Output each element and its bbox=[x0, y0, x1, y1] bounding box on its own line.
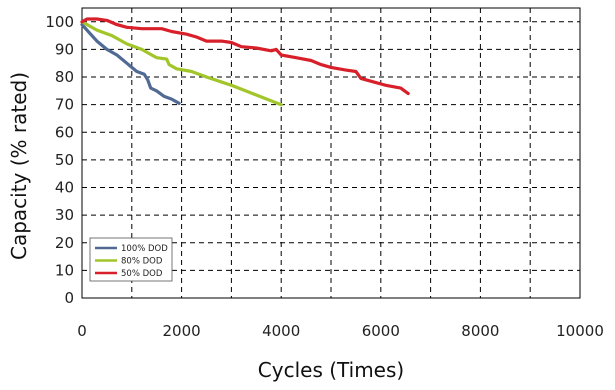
x-tick-label: 6000 bbox=[362, 322, 400, 340]
x-tick-label: 8000 bbox=[461, 322, 499, 340]
y-tick-label: 30 bbox=[55, 206, 74, 224]
series-line-2 bbox=[80, 20, 283, 107]
x-tick-label: 0 bbox=[77, 322, 87, 340]
y-tick-label: 50 bbox=[55, 151, 74, 169]
y-tick-label: 80 bbox=[55, 68, 74, 86]
legend-label-2: 80% DOD bbox=[121, 257, 163, 267]
x-tick-label: 4000 bbox=[262, 322, 300, 340]
y-tick-label: 0 bbox=[64, 289, 74, 307]
y-tick-label: 10 bbox=[55, 261, 74, 279]
legend-label-1: 100% DOD bbox=[121, 244, 168, 254]
y-tick-label: 40 bbox=[55, 179, 74, 197]
x-tick-label: 2000 bbox=[163, 322, 201, 340]
legend-label-3: 50% DOD bbox=[121, 269, 163, 279]
tick-labels: 0 2000 4000 6000 8000 10000 0 10 20 30 40 50 60 70 80 9… bbox=[45, 13, 604, 340]
x-tick-label: 10000 bbox=[556, 322, 604, 340]
legend: 100% DOD 80% DOD 50% DOD bbox=[89, 237, 173, 282]
series-line-1 bbox=[80, 23, 181, 105]
y-tick-label: 20 bbox=[55, 234, 74, 252]
y-tick-label: 70 bbox=[55, 96, 74, 114]
y-tick-label: 100 bbox=[45, 13, 74, 31]
x-axis-title: Cycles (Times) bbox=[258, 358, 404, 382]
series-lines bbox=[80, 17, 410, 107]
y-tick-label: 90 bbox=[55, 40, 74, 58]
y-tick-label: 60 bbox=[55, 123, 74, 141]
series-line-3 bbox=[80, 17, 410, 96]
y-axis-title: Capacity (% rated) bbox=[7, 72, 31, 260]
